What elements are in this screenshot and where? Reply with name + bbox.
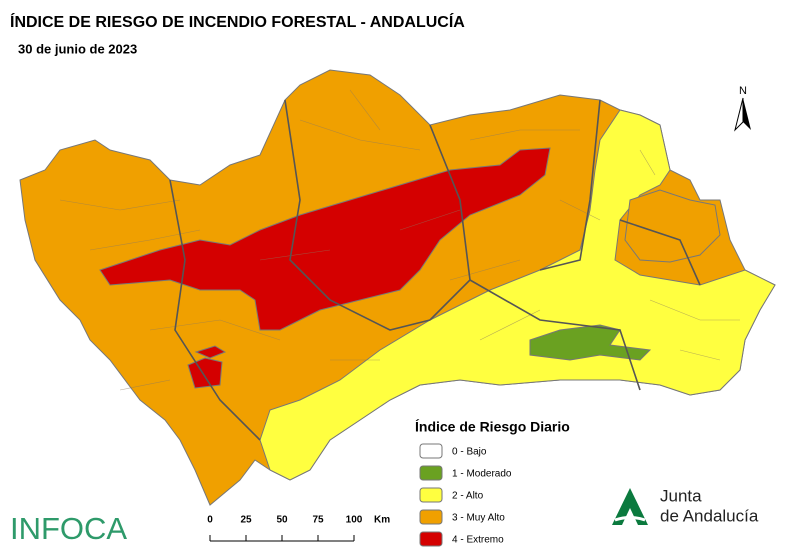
legend-swatch bbox=[419, 465, 443, 481]
scale-label: 50 bbox=[276, 515, 288, 526]
legend-label: 1 - Moderado bbox=[452, 469, 512, 480]
legend: 0 - Bajo 1 - Moderado 2 - Alto 3 - Muy Alto… bbox=[419, 443, 512, 547]
region-moderado bbox=[529, 324, 652, 361]
legend-swatch bbox=[419, 443, 443, 459]
scale-label: 0 bbox=[207, 515, 213, 526]
scale-label: 100 bbox=[346, 515, 363, 526]
junta-emblem bbox=[612, 488, 648, 525]
north-label: N bbox=[739, 85, 747, 97]
map-title: ÍNDICE DE RIESGO DE INCENDIO FORESTAL - … bbox=[10, 12, 465, 31]
map bbox=[19, 69, 776, 506]
legend-swatch bbox=[419, 509, 443, 525]
legend-label: 4 - Extremo bbox=[452, 535, 504, 546]
junta-logo: Junta de Andalucía bbox=[612, 486, 759, 525]
legend-swatch bbox=[419, 531, 443, 547]
legend-swatch bbox=[419, 487, 443, 503]
junta-text-2: de Andalucía bbox=[660, 506, 759, 525]
north-arrow-right bbox=[743, 98, 751, 130]
infoca-logo: INFOCA bbox=[10, 511, 127, 546]
junta-text-1: Junta bbox=[660, 486, 702, 505]
province-borders bbox=[169, 99, 701, 441]
region-muy-alto-east bbox=[624, 189, 721, 263]
junta-emblem-band bbox=[614, 516, 646, 522]
legend-label: 0 - Bajo bbox=[452, 447, 487, 458]
scale-label: 25 bbox=[240, 515, 252, 526]
legend-title: Índice de Riesgo Diario bbox=[415, 419, 570, 435]
scale-bar: 0 25 50 75 100 Km bbox=[207, 515, 390, 542]
municipal-lines bbox=[59, 89, 740, 391]
scale-label: 75 bbox=[312, 515, 324, 526]
region-extremo-small bbox=[194, 345, 227, 359]
region-extremo-west bbox=[187, 357, 223, 389]
legend-label: 2 - Alto bbox=[452, 491, 484, 502]
legend-label: 3 - Muy Alto bbox=[452, 513, 505, 524]
map-date: 30 de junio de 2023 bbox=[18, 41, 137, 56]
region-extremo bbox=[99, 147, 551, 331]
scale-unit: Km bbox=[374, 515, 390, 526]
region-alto bbox=[259, 109, 776, 481]
